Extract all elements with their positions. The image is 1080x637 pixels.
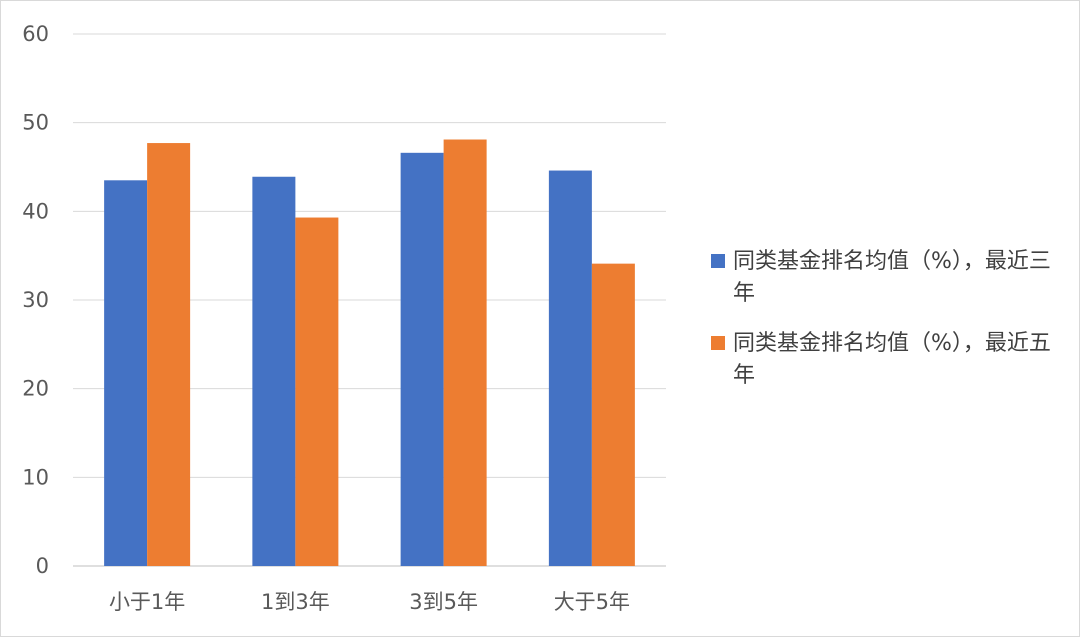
bar-series-2: [295, 217, 339, 567]
x-tick-label: 1到3年: [261, 590, 330, 614]
legend-label-series-2: 同类基金排名均值（%），最近五年: [733, 331, 1051, 388]
y-tick-label: 20: [22, 377, 49, 401]
bar-series-1: [548, 170, 592, 566]
bar-series-1: [104, 180, 148, 567]
legend-label-series-1: 同类基金排名均值（%），最近三年: [733, 249, 1051, 306]
legend: 同类基金排名均值（%），最近三年 同类基金排名均值（%），最近五年: [711, 246, 1061, 410]
y-tick-label: 50: [22, 111, 49, 135]
legend-item-series-1: 同类基金排名均值（%），最近三年: [711, 246, 1061, 310]
x-tick-label: 小于1年: [109, 590, 185, 614]
x-tick-label: 大于5年: [554, 590, 630, 614]
y-tick-label: 30: [22, 288, 49, 312]
legend-item-series-2: 同类基金排名均值（%），最近五年: [711, 328, 1061, 392]
bar-series-2: [443, 139, 487, 566]
legend-swatch-series-2: [711, 336, 725, 350]
bar-series-1: [400, 152, 444, 566]
y-tick-label: 10: [22, 465, 49, 489]
legend-swatch-series-1: [711, 254, 725, 268]
bar-series-1: [252, 176, 296, 566]
bar-series-2: [147, 143, 191, 566]
y-tick-label: 0: [36, 554, 49, 578]
y-tick-label: 60: [22, 22, 49, 46]
bar-series-2: [591, 263, 635, 566]
y-tick-label: 40: [22, 199, 49, 223]
x-tick-label: 3到5年: [409, 590, 478, 614]
